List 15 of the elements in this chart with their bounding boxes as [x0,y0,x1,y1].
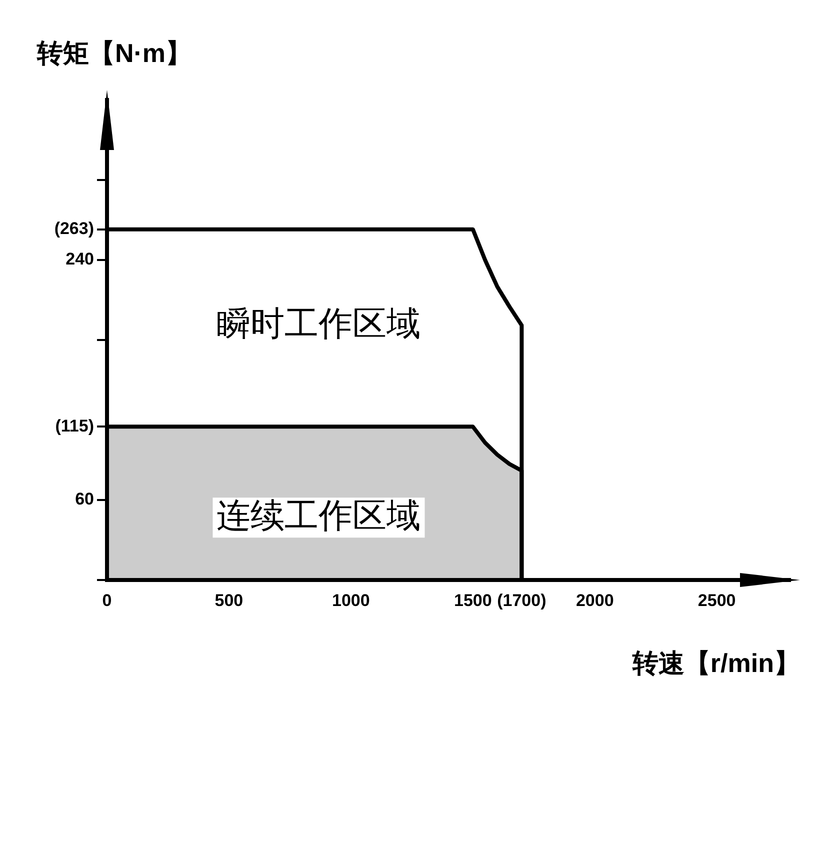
x-tick-label: (1700) [497,590,546,610]
x-tick-label: 2000 [576,590,614,610]
x-tick-label: 500 [214,590,244,610]
x-tick-label: 2500 [698,590,736,610]
x-axis-title: 转速【r/min】 [631,648,800,678]
x-tick-label: 1500 [454,590,492,610]
x-tick-label: 1000 [332,590,370,610]
y-axis-title: 转矩【N·m】 [36,38,192,68]
annotation: 瞬时工作区域 [216,304,421,343]
y-tick-label: (115) [55,416,94,436]
annotation: 连续工作区域 [216,496,421,535]
y-tick-label: 60 [75,490,94,509]
y-tick-label: 240 [66,250,94,269]
x-tick-label: 0 [102,590,112,610]
y-tick-label: (263) [54,219,94,238]
